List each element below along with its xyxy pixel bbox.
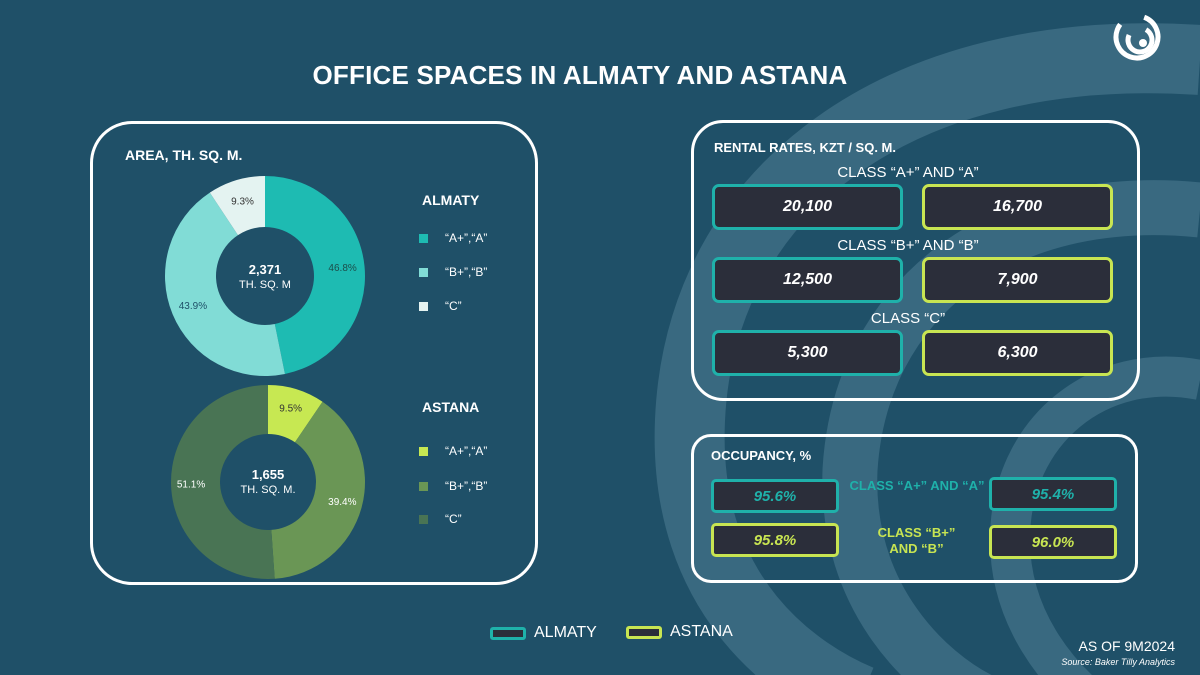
legend-almaty: ALMATY <box>490 624 597 642</box>
astana-total-value: 1,655 <box>252 467 285 482</box>
rental-rates-heading: RENTAL RATES, KZT / SQ. M. <box>714 140 896 155</box>
almaty-legend-item-a: “A+”,“A” <box>419 231 487 245</box>
legend-astana: ASTANA <box>626 623 733 641</box>
legend-swatch <box>419 233 428 243</box>
almaty-total-value: 2,371 <box>249 262 282 277</box>
astana-legend-item-a: “A+”,“A” <box>419 444 487 458</box>
legend-swatch <box>419 446 428 456</box>
legend-swatch <box>419 267 428 277</box>
rental-class-b-label: CLASS “B+” AND “B” <box>837 237 979 254</box>
occupancy-almaty-class-a: 95.6% <box>711 479 839 513</box>
occupancy-heading: OCCUPANCY, % <box>711 448 812 463</box>
legend-astana-swatch <box>626 625 662 639</box>
occupancy-class-a-label: CLASS “A+” AND “A” <box>849 478 985 493</box>
legend-label: “A+”,“A” <box>445 444 488 458</box>
occupancy-astana-class-a: 95.4% <box>989 477 1117 511</box>
legend-swatch <box>419 301 428 311</box>
almaty-slice-label-2: 9.3% <box>231 196 254 207</box>
page-title: OFFICE SPACES IN ALMATY AND ASTANA <box>312 60 848 90</box>
almaty-slice-2 <box>209 176 265 236</box>
rental-astana-class-b: 7,900 <box>922 257 1113 303</box>
astana-legend-item-c: “C” <box>419 512 462 526</box>
occupancy-class-b-label: CLASS “B+” AND “B” <box>854 525 979 557</box>
astana-legend-title: ASTANA <box>422 399 480 415</box>
legend-label: “A+”,“A” <box>445 231 488 245</box>
occupancy-panel: OCCUPANCY, % 95.6% CLASS “A+” AND “A” 95… <box>691 434 1138 583</box>
legend-label: “C” <box>445 512 462 526</box>
astana-slice-2 <box>170 385 275 579</box>
occupancy-class-b-line2: AND “B” <box>889 541 944 556</box>
rental-class-a-label: CLASS “A+” AND “A” <box>837 164 979 181</box>
astana-slice-0 <box>268 385 323 443</box>
rental-rates-panel: RENTAL RATES, KZT / SQ. M. CLASS “A+” AN… <box>691 120 1140 401</box>
legend-label: “B+”,“B” <box>445 265 488 279</box>
occupancy-almaty-class-b: 95.8% <box>711 523 839 557</box>
almaty-slice-label-0: 46.8% <box>328 263 356 274</box>
rental-almaty-class-b: 12,500 <box>712 257 903 303</box>
area-panel-heading: AREA, TH. SQ. M. <box>125 147 243 163</box>
legend-swatch <box>419 481 428 491</box>
almaty-slice-1 <box>165 192 285 376</box>
source-note: Source: Baker Tilly Analytics <box>1061 657 1175 667</box>
rental-almaty-class-a: 20,100 <box>712 184 903 230</box>
rental-astana-class-c: 6,300 <box>922 330 1113 376</box>
astana-legend-item-b: “B+”,“B” <box>419 479 487 493</box>
almaty-donut-chart: 2,371 TH. SQ. M 46.8% 43.9% 9.3% <box>165 176 365 376</box>
legend-label: “B+”,“B” <box>445 479 488 493</box>
legend-swatch <box>419 514 428 524</box>
rental-class-c-label: CLASS “C” <box>870 310 946 327</box>
as-of-date: AS OF 9M2024 <box>1078 638 1176 654</box>
almaty-legend-item-c: “C” <box>419 299 462 313</box>
area-panel: AREA, TH. SQ. M. 2,371 TH. SQ. M 46.8% 43… <box>90 121 538 585</box>
astana-slice-label-0: 9.5% <box>279 403 302 414</box>
almaty-legend-title: ALMATY <box>422 192 480 208</box>
rental-astana-class-a: 16,700 <box>922 184 1113 230</box>
company-logo-icon <box>1113 13 1161 61</box>
occupancy-class-b-line1: CLASS “B+” <box>877 525 956 540</box>
astana-donut-chart: 1,655 TH. SQ. M. 9.5% 39.4% 51.1% <box>170 385 365 579</box>
legend-almaty-swatch <box>490 626 526 640</box>
astana-slice-1 <box>271 401 365 579</box>
astana-slice-label-1: 39.4% <box>328 497 356 508</box>
almaty-slice-0 <box>265 176 365 374</box>
legend-astana-label: ASTANA <box>670 623 733 640</box>
occupancy-astana-class-b: 96.0% <box>989 525 1117 559</box>
rental-almaty-class-c: 5,300 <box>712 330 903 376</box>
legend-label: “C” <box>445 299 462 313</box>
almaty-slice-label-1: 43.9% <box>179 301 207 312</box>
almaty-legend-item-b: “B+”,“B” <box>419 265 487 279</box>
astana-total-unit: TH. SQ. M. <box>241 484 296 496</box>
legend-almaty-label: ALMATY <box>534 624 597 641</box>
astana-slice-label-2: 51.1% <box>177 480 205 491</box>
almaty-total-unit: TH. SQ. M <box>239 279 291 291</box>
